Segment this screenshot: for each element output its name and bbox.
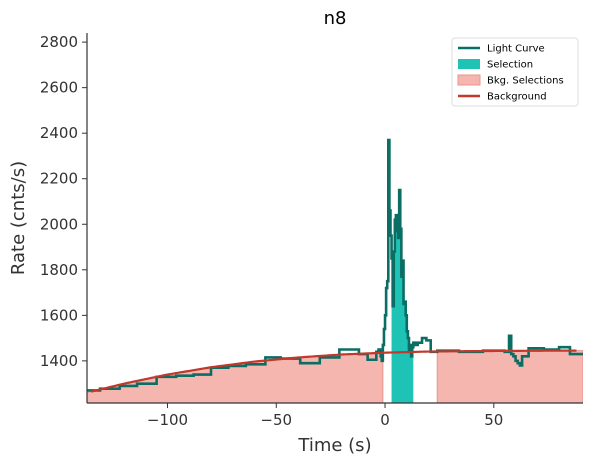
x-tick-label: 0 — [380, 411, 390, 429]
bkg-selection-region — [436, 350, 583, 403]
background-fit-layer — [91, 349, 577, 393]
background-fit-line — [91, 349, 577, 393]
y-tick-label: 2600 — [40, 79, 78, 97]
legend-label: Background — [487, 92, 547, 103]
x-axis-title: Time (s) — [297, 435, 371, 456]
legend: Light Curve Selection Bkg. Selections Backg… — [451, 37, 579, 107]
x-tick-label: 50 — [484, 411, 503, 429]
y-tick-label: 2200 — [40, 170, 78, 188]
y-tick-label: 2000 — [40, 215, 78, 233]
y-tick-label: 2800 — [40, 33, 78, 51]
axes: −100 −50 0 50 1400 1600 1800 2000 2200 2400 2600 28… — [40, 33, 583, 429]
x-tick-label: −50 — [260, 411, 292, 429]
light-curve-layer — [87, 138, 583, 392]
x-tick-label: −100 — [147, 411, 188, 429]
y-axis-title: Rate (cnts/s) — [8, 161, 29, 275]
legend-swatch-patch — [458, 59, 480, 69]
y-tick-label: 1400 — [40, 352, 78, 370]
y-tick-label: 2400 — [40, 124, 78, 142]
y-tick-label: 1600 — [40, 306, 78, 324]
legend-label: Light Curve — [487, 44, 545, 55]
legend-label: Bkg. Selections — [487, 76, 564, 87]
light-curve-line — [87, 138, 583, 392]
legend-label: Selection — [487, 60, 533, 71]
legend-box — [451, 37, 579, 107]
chart-title: n8 — [324, 8, 347, 29]
legend-swatch-patch — [457, 74, 481, 86]
bkg-selection-region — [87, 352, 384, 403]
y-tick-label: 1800 — [40, 261, 78, 279]
